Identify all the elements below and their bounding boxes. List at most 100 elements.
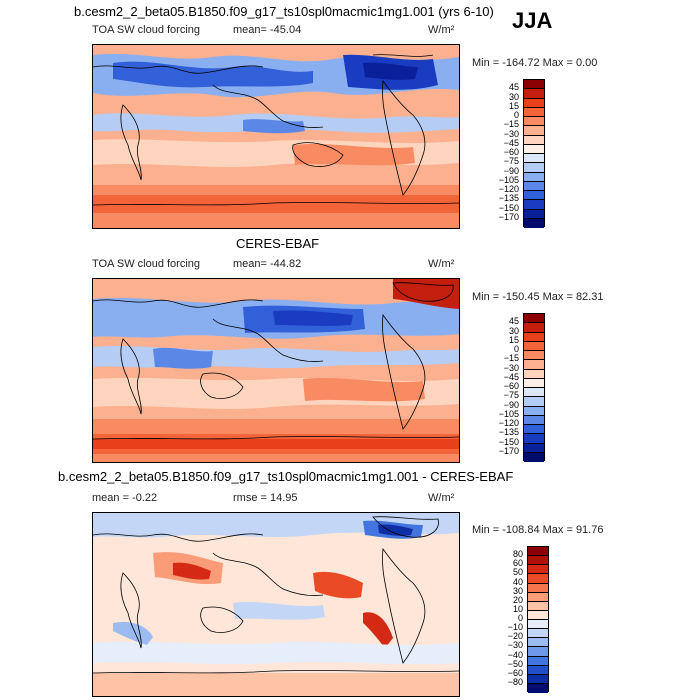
season-label: JJA (512, 8, 553, 33)
colorbar-swatch (528, 547, 548, 557)
colorbar-swatch (528, 574, 548, 584)
colorbar-tick-label: 0 (517, 613, 523, 623)
panel3-rmse: rmse = 14.95 (233, 492, 298, 504)
colorbar-swatch (528, 647, 548, 657)
colorbar-swatch (524, 369, 544, 379)
colorbar-swatch (524, 172, 544, 182)
colorbar-tick-label: −20 (507, 631, 523, 642)
colorbar-swatch (524, 117, 544, 127)
colorbar-swatch (528, 638, 548, 648)
colorbar-swatch (528, 674, 548, 684)
colorbar-swatch (528, 565, 548, 575)
panel1-variable: TOA SW cloud forcing (92, 24, 201, 36)
colorbar-tick-label: −90 (503, 399, 519, 410)
colorbar-tick-label: 10 (512, 603, 523, 614)
colorbar-swatch (524, 209, 544, 219)
colorbar-tick-label: −120 (498, 418, 519, 428)
colorbar-swatch (524, 181, 544, 191)
panel1-map (92, 44, 460, 229)
colorbar-swatch (524, 360, 544, 370)
colorbar-swatch (524, 191, 544, 201)
panel3-minmax: Min = -108.84 Max = 91.76 (472, 524, 604, 536)
colorbar-tick-label: −15 (503, 353, 519, 364)
panel1-units: W/m² (428, 24, 455, 36)
colorbar-swatch (524, 144, 544, 154)
colorbar-swatch (524, 107, 544, 117)
colorbar-swatch (528, 583, 548, 593)
colorbar-swatch (524, 98, 544, 108)
colorbar-tick-label: −80 (507, 676, 523, 687)
colorbar-tick-label: −120 (498, 184, 519, 194)
colorbar-tick-label: −60 (503, 147, 519, 157)
panel1-mean: mean= -45.04 (233, 24, 302, 36)
colorbar-swatch (524, 218, 544, 228)
colorbar-swatch (524, 351, 544, 361)
panel1-minmax: Min = -164.72 Max = 0.00 (472, 57, 598, 69)
colorbar-swatch (528, 556, 548, 566)
colorbar-tick-label: −30 (503, 128, 519, 139)
colorbar-swatch (528, 601, 548, 611)
colorbar-swatch (528, 620, 548, 630)
panel2-mean: mean= -44.82 (233, 258, 302, 270)
colorbar-tick-label: 15 (508, 100, 519, 111)
colorbar-swatch (524, 443, 544, 453)
colorbar-swatch (524, 89, 544, 99)
colorbar-swatch (524, 425, 544, 435)
colorbar-swatch (528, 610, 548, 620)
colorbar-tick-label: −60 (507, 667, 523, 678)
colorbar-tick-label: −75 (503, 390, 519, 401)
colorbar-swatch (528, 592, 548, 602)
colorbar-tick-label: −170 (498, 211, 519, 222)
colorbar-tick-label: 80 (512, 549, 523, 560)
colorbar-swatch (524, 314, 544, 324)
colorbar-tick-label: 30 (508, 325, 519, 336)
panel2-title: CERES-EBAF (236, 236, 320, 251)
colorbar-tick-label: 40 (512, 576, 523, 587)
colorbar-tick-label: −135 (498, 193, 519, 204)
panel3-units: W/m² (428, 492, 455, 504)
colorbar-tick-label: 0 (513, 344, 519, 354)
panel1-colorbar (523, 79, 545, 228)
panel2-field (93, 279, 459, 462)
colorbar-tick-label: 0 (513, 110, 519, 120)
colorbar-tick-label: 30 (512, 585, 523, 596)
colorbar-swatch (524, 154, 544, 164)
colorbar-swatch (524, 415, 544, 425)
colorbar-tick-label: −135 (498, 427, 519, 438)
colorbar-tick-label: −105 (498, 408, 519, 419)
colorbar-tick-label: −50 (507, 658, 523, 669)
panel2-minmax: Min = -150.45 Max = 82.31 (472, 291, 604, 303)
colorbar-swatch (524, 126, 544, 136)
colorbar-swatch (524, 388, 544, 398)
colorbar-tick-label: −15 (503, 119, 519, 130)
colorbar-tick-label: −90 (503, 165, 519, 176)
colorbar-swatch (524, 397, 544, 407)
colorbar-tick-label: 30 (508, 91, 519, 102)
panel3-field (93, 513, 459, 696)
colorbar-swatch (524, 406, 544, 416)
colorbar-swatch (524, 378, 544, 388)
colorbar-swatch (524, 434, 544, 444)
colorbar-tick-label: 45 (508, 316, 519, 327)
panel2-map (92, 278, 460, 463)
colorbar-tick-label: −150 (498, 436, 519, 447)
colorbar-swatch (528, 683, 548, 693)
colorbar-tick-label: −170 (498, 445, 519, 456)
colorbar-swatch (528, 665, 548, 675)
colorbar-swatch (528, 629, 548, 639)
colorbar-tick-label: −40 (507, 649, 523, 660)
panel2-units: W/m² (428, 258, 455, 270)
panel3-colorbar (527, 546, 549, 693)
panel1-field (93, 45, 459, 228)
colorbar-swatch (524, 135, 544, 145)
colorbar-swatch (524, 332, 544, 342)
colorbar-swatch (524, 200, 544, 210)
colorbar-swatch (524, 80, 544, 90)
colorbar-tick-label: −105 (498, 174, 519, 185)
colorbar-tick-label: −150 (498, 202, 519, 213)
colorbar-tick-label: 15 (508, 334, 519, 345)
colorbar-swatch (524, 323, 544, 333)
panel3-map (92, 512, 460, 697)
colorbar-tick-label: −75 (503, 156, 519, 167)
colorbar-swatch (524, 163, 544, 173)
